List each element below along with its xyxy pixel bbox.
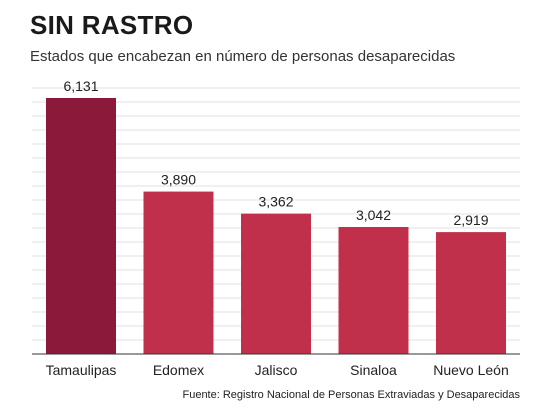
bars xyxy=(46,98,506,354)
value-label: 3,890 xyxy=(161,172,196,188)
value-label: 6,131 xyxy=(63,78,98,94)
category-label: Tamaulipas xyxy=(46,362,117,378)
category-label: Edomex xyxy=(153,362,204,378)
bar-jalisco xyxy=(241,213,311,354)
source-note: Fuente: Registro Nacional de Personas Ex… xyxy=(182,389,520,401)
bar-nuevo-le-n xyxy=(436,232,506,354)
bar-sinaloa xyxy=(338,226,409,354)
value-label: 3,042 xyxy=(356,207,391,223)
bar-tamaulipas xyxy=(46,98,116,354)
category-label: Jalisco xyxy=(255,362,298,378)
category-label: Nuevo León xyxy=(433,362,509,378)
value-label: 2,919 xyxy=(453,212,488,228)
category-label: Sinaloa xyxy=(350,362,397,378)
chart-title: SIN RASTRO xyxy=(30,10,194,40)
category-labels: Tamaulipas Edomex Jalisco Sinaloa Nuevo León xyxy=(46,362,509,378)
chart-subtitle: Estados que encabezan en número de perso… xyxy=(30,48,456,65)
value-label: 3,362 xyxy=(258,194,293,210)
bar-edomex xyxy=(143,191,214,354)
value-labels: 6,131 3,890 3,362 3,042 2,919 xyxy=(63,78,488,228)
